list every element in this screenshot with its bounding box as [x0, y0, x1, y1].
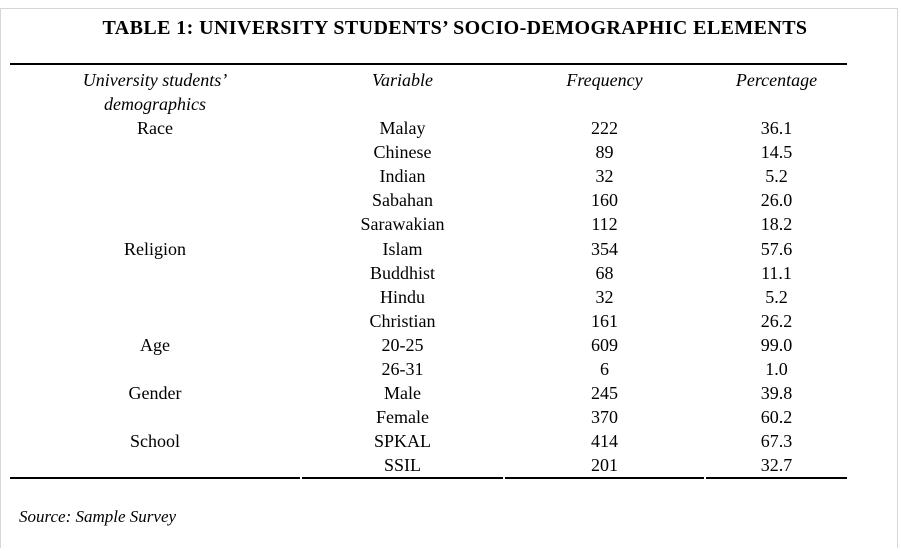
cell-percentage: 36.1	[760, 118, 793, 138]
cell-frequency: 32	[595, 166, 614, 187]
cell-percentage: 26.2	[760, 310, 793, 331]
cell-variable: Sarawakian	[360, 214, 445, 235]
cell-variable: Islam	[382, 238, 423, 259]
cell-frequency: 89	[595, 142, 614, 163]
cell-percentage: 32.7	[760, 455, 793, 476]
cell-frequency: 6	[600, 359, 609, 379]
cell-demographic-group: Age	[140, 334, 170, 355]
cell-percentage: 99.0	[760, 334, 793, 355]
cell-frequency: 222	[591, 118, 618, 138]
cell-variable: Buddhist	[369, 262, 435, 283]
cell-demographic-group: Religion	[124, 238, 186, 259]
cell-percentage: 39.8	[760, 383, 793, 404]
table-title: TABLE 1: UNIVERSITY STUDENTS’ SOCIO-DEMO…	[102, 17, 808, 39]
cell-percentage: 18.2	[760, 214, 793, 235]
cell-frequency: 161	[591, 310, 618, 331]
cell-variable: Sabahan	[372, 190, 433, 211]
cell-percentage: 67.3	[760, 431, 793, 452]
cell-variable: Hindu	[380, 286, 425, 307]
cell-demographic-group: Race	[137, 118, 173, 138]
cell-percentage: 5.2	[765, 286, 788, 307]
cell-percentage: 26.0	[760, 190, 793, 211]
cell-frequency: 245	[591, 383, 618, 404]
table-bottom-rule	[505, 477, 704, 479]
cell-variable: Indian	[379, 166, 426, 187]
cell-frequency: 112	[591, 214, 618, 235]
cell-percentage: 57.6	[760, 238, 793, 259]
cell-variable: Chinese	[373, 142, 432, 163]
cell-frequency: 160	[591, 190, 618, 211]
cell-percentage: 1.0	[765, 359, 788, 379]
cell-frequency: 370	[591, 407, 618, 428]
cell-variable: Malay	[379, 118, 426, 138]
cell-percentage: 14.5	[760, 142, 793, 163]
cell-frequency: 609	[591, 334, 618, 355]
cell-demographic-group: School	[129, 431, 180, 452]
cell-variable: Christian	[369, 310, 436, 331]
cell-variable: 20-25	[381, 334, 424, 355]
source-note: Source: Sample Survey	[19, 507, 177, 526]
header-percentage: Percentage	[735, 70, 818, 90]
cell-percentage: 11.1	[761, 262, 792, 283]
table-bottom-rule	[10, 477, 300, 479]
table-top-rule	[10, 63, 847, 65]
cell-frequency: 32	[595, 286, 614, 307]
table-bottom-rule	[302, 477, 503, 479]
cell-percentage: 5.2	[765, 166, 788, 187]
cell-variable: SPKAL	[373, 431, 431, 452]
cell-variable: Female	[376, 407, 429, 428]
document-frame	[0, 8, 898, 548]
cell-variable: SSIL	[383, 455, 421, 476]
cell-frequency: 201	[591, 455, 618, 476]
cell-demographic-group: Gender	[128, 383, 182, 404]
header-demographics-line2: demographics	[104, 94, 206, 114]
cell-frequency: 414	[591, 431, 618, 452]
header-demographics-line1: University students’	[82, 70, 228, 90]
cell-variable: Male	[384, 383, 421, 404]
cell-variable: 26-31	[381, 359, 424, 379]
table-bottom-rule	[706, 477, 847, 479]
header-variable: Variable	[372, 70, 433, 90]
cell-frequency: 354	[591, 238, 618, 259]
cell-percentage: 60.2	[760, 407, 793, 428]
cell-frequency: 68	[595, 262, 614, 283]
header-frequency: Frequency	[566, 70, 643, 90]
